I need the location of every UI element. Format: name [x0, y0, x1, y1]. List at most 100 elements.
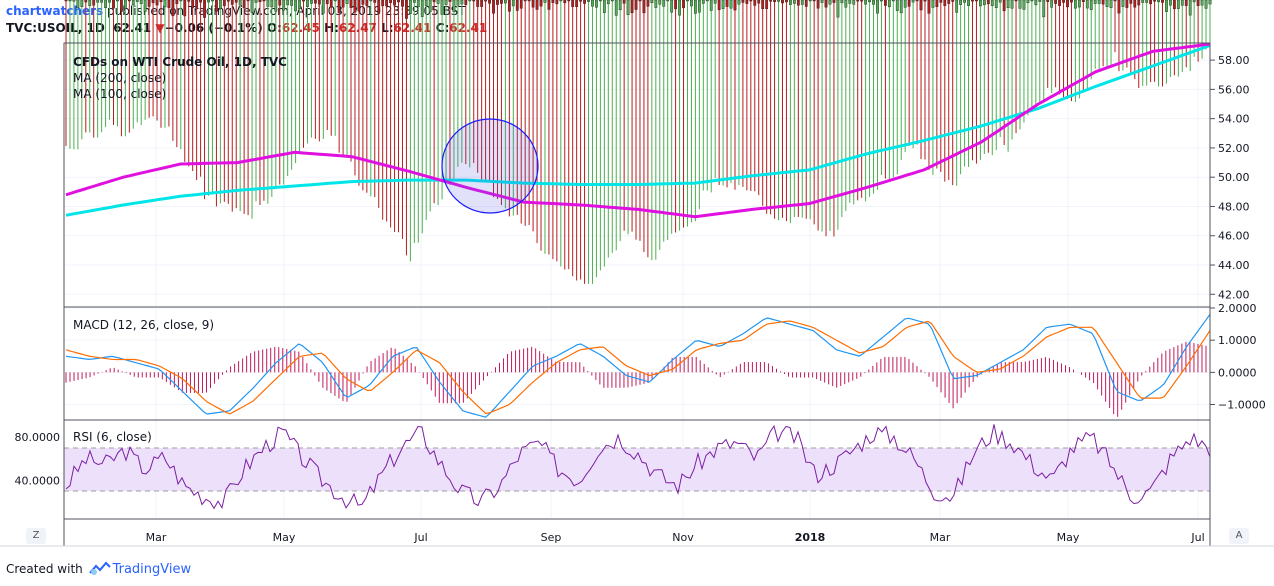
- candle: [345, 0, 349, 159]
- candle-body: [808, 0, 812, 2]
- candle: [1172, 0, 1176, 76]
- candle: [543, 0, 547, 254]
- candle: [234, 0, 238, 209]
- candle-body: [171, 0, 175, 17]
- price-tick-label: 56.00: [1218, 83, 1250, 96]
- candle: [519, 0, 523, 224]
- x-tick-label: May: [273, 531, 296, 544]
- highlight-circle[interactable]: [441, 118, 539, 214]
- candle-body: [215, 0, 218, 12]
- candle-body: [397, 0, 400, 3]
- candle: [844, 0, 848, 211]
- x-tick-label: Mar: [930, 531, 951, 544]
- candle: [1042, 0, 1046, 103]
- candle: [444, 0, 448, 182]
- candle: [626, 0, 630, 235]
- candle: [943, 0, 947, 182]
- candle: [931, 0, 935, 175]
- ma100-legend[interactable]: MA (100, close): [73, 87, 167, 101]
- candle-body: [68, 0, 72, 2]
- candle-body: [998, 0, 1002, 3]
- candle-body: [927, 0, 931, 14]
- candle-body: [994, 0, 998, 9]
- candle-body: [693, 0, 697, 14]
- candle: [745, 0, 749, 191]
- signal-line: [65, 320, 1211, 415]
- candle: [127, 0, 131, 133]
- candle: [167, 0, 171, 127]
- candle-body: [555, 0, 559, 5]
- candle: [824, 0, 828, 237]
- candle: [1062, 0, 1065, 98]
- candle-body: [876, 0, 879, 14]
- candle: [278, 0, 282, 185]
- rsi-legend[interactable]: RSI (6, close): [73, 430, 152, 444]
- candle: [1077, 0, 1081, 99]
- candle: [511, 0, 515, 216]
- candle-body: [614, 0, 618, 16]
- candle: [424, 0, 428, 220]
- candle: [982, 0, 986, 155]
- candle: [789, 0, 792, 224]
- candle-body: [982, 0, 986, 6]
- macd-tick-label: 1.0000: [1218, 334, 1257, 347]
- candle-body: [915, 0, 919, 2]
- candle-body: [887, 0, 891, 8]
- candle-body: [642, 0, 646, 14]
- candle: [123, 0, 127, 137]
- auto-scale-button[interactable]: A: [1229, 528, 1249, 544]
- macd-legend[interactable]: MACD (12, 26, close, 9): [73, 318, 215, 332]
- candle: [1165, 0, 1168, 84]
- candle-body: [749, 0, 753, 2]
- candle: [848, 0, 852, 203]
- x-axis[interactable]: Mar May Jul Sep Nov 2018 Mar May Jul: [146, 531, 1205, 544]
- candle: [460, 0, 464, 163]
- candle: [1204, 0, 1208, 50]
- candle-body: [1070, 0, 1073, 3]
- tradingview-brand[interactable]: TradingView: [112, 562, 192, 577]
- candle-body: [891, 0, 895, 2]
- candle: [76, 0, 80, 150]
- candle: [757, 0, 761, 196]
- candle-body: [96, 0, 100, 3]
- candle: [1066, 0, 1069, 99]
- candle-body: [1081, 0, 1085, 2]
- candle-body: [543, 0, 547, 3]
- candle-body: [444, 0, 448, 5]
- candle: [377, 0, 381, 208]
- ma200-legend[interactable]: MA (200, close): [73, 71, 167, 85]
- price-tick-label: 58.00: [1218, 54, 1250, 67]
- candle-body: [357, 0, 361, 12]
- candle-body: [428, 0, 432, 13]
- candle-body: [503, 0, 507, 4]
- candle-body: [856, 0, 860, 2]
- zoom-reset-button[interactable]: Z: [26, 528, 46, 544]
- candle-body: [1200, 0, 1204, 6]
- candle-body: [258, 0, 262, 3]
- macd-line: [65, 314, 1211, 418]
- candle: [583, 0, 586, 284]
- candle-body: [262, 0, 266, 2]
- candle-body: [709, 0, 713, 11]
- candle: [872, 0, 875, 194]
- candle-body: [405, 0, 408, 19]
- candle: [183, 0, 187, 162]
- candle: [408, 0, 412, 262]
- candle-body: [622, 0, 626, 4]
- candle: [654, 0, 658, 260]
- candle-body: [1042, 0, 1046, 18]
- y-axis[interactable]: 42.00 44.00 46.00 48.00 50.00 52.00 54.00 56.00…: [15, 54, 1266, 487]
- candle: [325, 0, 329, 130]
- candle: [733, 0, 737, 190]
- candle-body: [733, 0, 737, 11]
- candle-body: [464, 0, 468, 5]
- candle-body: [412, 0, 416, 3]
- candle: [761, 0, 765, 206]
- candle-body: [420, 0, 424, 17]
- candle-body: [460, 0, 464, 5]
- candle-body: [353, 0, 357, 13]
- candle-body: [290, 0, 294, 6]
- candle: [104, 0, 107, 128]
- candle-body: [254, 0, 258, 3]
